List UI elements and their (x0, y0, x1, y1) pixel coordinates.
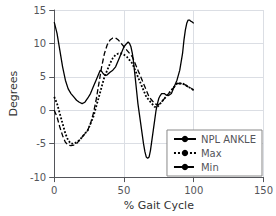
svg-text:100: 100 (184, 185, 203, 196)
svg-text:-10: -10 (30, 172, 46, 183)
svg-text:10: 10 (33, 38, 46, 49)
svg-text:Max: Max (201, 148, 222, 159)
svg-text:0: 0 (40, 105, 46, 116)
svg-text:5: 5 (40, 71, 46, 82)
svg-text:0: 0 (51, 185, 57, 196)
svg-text:% Gait Cycle: % Gait Cycle (124, 199, 194, 212)
svg-text:-5: -5 (36, 138, 46, 149)
svg-text:NPL ANKLE: NPL ANKLE (201, 134, 256, 145)
svg-text:150: 150 (254, 185, 273, 196)
svg-text:Degrees: Degrees (7, 70, 20, 116)
svg-text:Min: Min (201, 162, 219, 173)
svg-text:50: 50 (118, 185, 131, 196)
svg-text:15: 15 (33, 5, 46, 16)
